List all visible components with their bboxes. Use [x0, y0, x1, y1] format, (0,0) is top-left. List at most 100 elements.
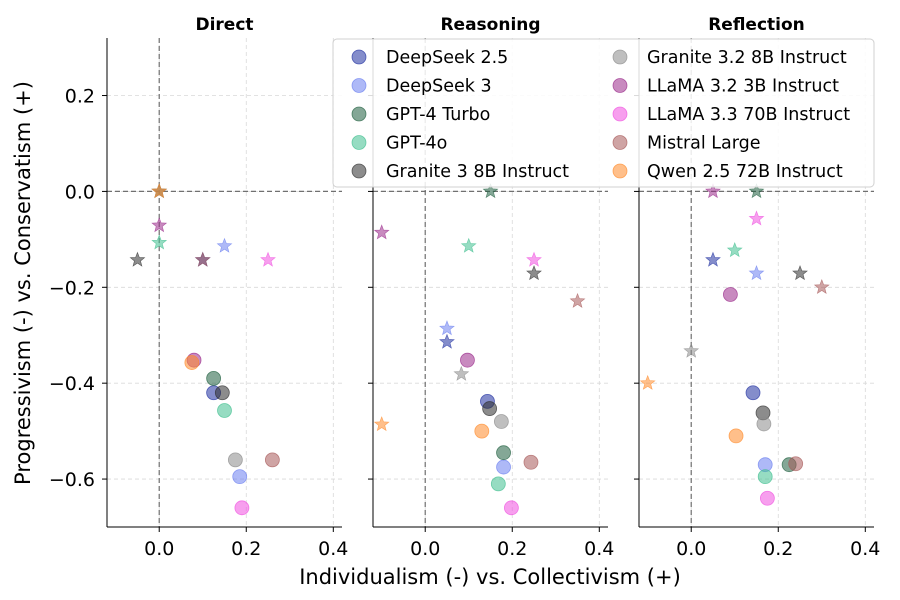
circle-point-deepseek-3 [232, 469, 248, 485]
star-point-qwen-2-5-72b-instruct [639, 374, 656, 390]
legend-item-llama-3-2-3b-instruct: LLaMA 3.2 3B Instruct [612, 77, 839, 97]
legend-item-deepseek-2-5: DeepSeek 2.5 [351, 48, 508, 68]
circle-point-qwen-2-5-72b-instruct [728, 428, 744, 444]
x-tick-label: 0.2 [231, 538, 261, 560]
legend-marker [612, 106, 628, 122]
circle-point-qwen-2-5-72b-instruct [474, 423, 490, 439]
legend-label: Qwen 2.5 72B Instruct [647, 162, 843, 182]
star-point-gpt-4o [151, 234, 168, 250]
legend-item-deepseek-3: DeepSeek 3 [351, 77, 492, 97]
y-tick-label: 0.0 [65, 181, 95, 203]
x-tick-label: 0.0 [410, 538, 440, 560]
star-point-deepseek-2-5 [705, 251, 721, 267]
legend-label: Mistral Large [647, 134, 761, 154]
legend-label: DeepSeek 3 [386, 77, 492, 97]
circle-point-llama-3-3-70b-instruct [759, 490, 775, 506]
star-point-deepseek-3 [439, 320, 455, 336]
star-point-llama-3-2-3b-instruct [705, 183, 721, 199]
panel-reasoning: Reasoning 0.0 0.2 0.4 [368, 15, 614, 560]
star-point-llama-3-2-3b-instruct [373, 224, 390, 240]
circle-point-gpt-4o [217, 403, 232, 418]
circle-point-llama-3-2-3b-instruct [722, 287, 738, 302]
star-point-granite-3-8b-instruct [129, 251, 146, 267]
legend-label: GPT-4 Turbo [386, 105, 490, 125]
x-tick-label: 0.2 [763, 538, 793, 560]
star-point-gpt-4o [460, 237, 477, 253]
legend-marker [351, 135, 367, 150]
x-tick-label: 0.2 [497, 538, 527, 560]
circle-point-gpt-4o [490, 476, 506, 492]
circle-point-granite-3-8b-instruct [214, 385, 230, 401]
legend-label: LLaMA 3.2 3B Instruct [647, 77, 839, 97]
panel-title: Reflection [708, 15, 805, 35]
circle-point-mistral-large [523, 454, 539, 470]
legend-marker [612, 135, 628, 150]
legend-item-granite-3-2-8b-instruct: Granite 3.2 8B Instruct [612, 48, 847, 68]
legend-label: GPT-4o [386, 134, 447, 154]
star-point-llama-3-2-3b-instruct [151, 217, 168, 233]
legend-marker [351, 106, 367, 122]
circle-point-deepseek-3 [496, 459, 511, 475]
legend-item-gpt-4-turbo: GPT-4 Turbo [351, 105, 490, 125]
legend-marker [612, 49, 628, 65]
y-tick-label: 0.2 [65, 86, 95, 108]
star-point-granite-3-2-8b-instruct [683, 342, 700, 358]
circle-point-mistral-large [264, 452, 280, 468]
circle-point-granite-3-8b-instruct [482, 401, 498, 416]
star-point-qwen-2-5-72b-instruct [151, 183, 168, 199]
legend-item-mistral-large: Mistral Large [612, 134, 761, 154]
legend-marker [351, 49, 367, 65]
legend-marker [612, 78, 628, 93]
star-point-llama-3-3-70b-instruct [260, 251, 276, 267]
star-point-deepseek-3 [216, 237, 233, 253]
circle-point-llama-3-3-70b-instruct [503, 500, 519, 516]
star-point-granite-3-8b-instruct [526, 265, 542, 281]
star-point-deepseek-3 [748, 265, 765, 281]
y-tick-label: −0.6 [49, 469, 95, 491]
legend-box [332, 38, 875, 188]
legend-label: Granite 3.2 8B Instruct [647, 48, 847, 68]
legend-marker [351, 163, 367, 179]
star-point-gpt-4-turbo [748, 183, 765, 199]
circle-point-llama-3-3-70b-instruct [234, 500, 250, 516]
x-tick-label: 0.4 [584, 538, 614, 560]
legend-label: Granite 3 8B Instruct [386, 162, 569, 182]
circle-point-granite-3-2-8b-instruct [493, 414, 509, 429]
circle-point-granite-3-2-8b-instruct [227, 452, 243, 468]
star-point-gpt-4-turbo [482, 183, 499, 199]
circle-point-llama-3-2-3b-instruct [460, 352, 475, 368]
circle-point-gpt-4-turbo [496, 445, 511, 461]
circle-point-deepseek-2-5 [745, 385, 761, 401]
star-point-mistral-large [194, 251, 211, 267]
star-point-llama-3-3-70b-instruct [748, 210, 765, 226]
star-point-mistral-large [569, 292, 586, 308]
circle-point-granite-3-2-8b-instruct [756, 416, 772, 432]
legend-marker [351, 78, 367, 93]
y-tick-label: −0.4 [49, 373, 95, 395]
star-point-mistral-large [813, 278, 830, 295]
panel-direct: Direct 0.0 0.2 0.4 0.2 0.0 −0.2 −0.4 −0.6 [49, 15, 349, 560]
x-axis-label: Individualism (-) vs. Collectivism (+) [299, 565, 681, 589]
circle-point-mistral-large [788, 456, 804, 472]
circle-point-gpt-4o [757, 469, 773, 485]
legend-label: LLaMA 3.3 70B Instruct [647, 105, 850, 125]
panel-reflection: Reflection 0.0 0.2 0.4 [634, 15, 880, 560]
y-tick-label: −0.2 [49, 277, 95, 299]
legend-label: DeepSeek 2.5 [386, 48, 508, 68]
star-point-llama-3-3-70b-instruct [526, 251, 542, 267]
panels-layer: Direct 0.0 0.2 0.4 0.2 0.0 −0.2 −0.4 −0.6 Reasoni… [49, 15, 881, 560]
legend: DeepSeek 2.5 DeepSeek 3 GPT-4 Turbo GPT-4o G… [332, 38, 875, 188]
circle-point-qwen-2-5-72b-instruct [184, 355, 200, 370]
star-point-gpt-4o [726, 242, 743, 258]
panel-title: Direct [195, 15, 253, 35]
panel-title: Reasoning [440, 15, 540, 35]
x-tick-label: 0.4 [318, 538, 348, 560]
star-point-qwen-2-5-72b-instruct [373, 416, 390, 432]
star-point-deepseek-2-5 [439, 333, 455, 349]
legend-item-granite-3-8b-instruct: Granite 3 8B Instruct [351, 162, 569, 182]
legend-marker [612, 163, 628, 179]
legend-item-gpt-4o: GPT-4o [351, 134, 447, 154]
x-tick-label: 0.0 [676, 538, 706, 560]
x-tick-label: 0.4 [850, 538, 880, 560]
